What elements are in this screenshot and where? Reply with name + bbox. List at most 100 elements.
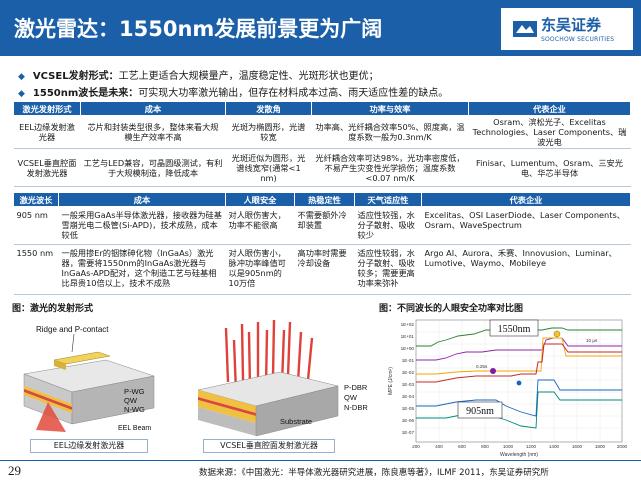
series-line [416,337,622,361]
column-header: 激光波长 [13,192,59,207]
table-row: 1550 nm 一般用掺Er的铟镓砷化物（InGaAs）激光器，需要将1550n… [13,244,631,295]
y-tick-label: 1E-02 [402,370,415,375]
vcsel-label-qw: QW [344,393,358,402]
table-cell: 光纤耦合效率可达98%，光功率密度低，不易产生灾变性光学损伤；温度系数<0.07… [311,148,469,187]
column-header: 成本 [58,192,226,207]
marker-905 [490,368,496,374]
eel-label-ridge: Ridge and P-contact [36,325,109,334]
column-header: 成本 [80,101,226,116]
figure-title-mpe: 图：不同波长的人眼安全功率对比图 [379,304,524,314]
diamond-bullet-icon: ◆ [18,72,25,82]
company-logo: 东吴证券 SOOCHOW SECURITIES [501,8,633,50]
table-cell: Finisar、Lumentum、Osram、三安光电、华芯半导体 [468,148,631,187]
x-tick-label: 400 [435,444,443,449]
table-cell: 905 nm [13,206,59,245]
y-axis-label: MPE (J/cm²) [388,367,394,395]
y-tick-label: 1E-01 [402,358,415,363]
x-tick-label: 1800 [595,444,606,449]
column-header: 代表企业 [468,101,631,116]
series-label: 10 μs [586,338,598,343]
bullet-label: 1550nm波长是未来： [32,88,139,99]
table-row: 905 nm 一般采用GaAs半导体激光器，接收器为硅基雪崩光电二极管(Si-A… [13,206,631,245]
table-cell: 1550 nm [13,244,59,295]
column-header: 天气适应性 [354,192,422,207]
bullet-1550: ◆ 1550nm波长是未来：可实现大功率激光输出，但存在材料成本过高、雨天适应性差… [18,84,448,99]
diamond-bullet-icon: ◆ [18,89,25,99]
vcsel-caption: VCSEL垂直腔面发射激光器 [203,439,335,453]
column-header: 激光发射形式 [13,101,81,116]
bullet-text: 工艺上更适合大规模量产，温度稳定性、光斑形状也更优； [118,71,379,82]
x-tick-label: 2000 [617,444,628,449]
eel-diagram: Ridge and P-contact P-WG QW N-WG EEL Bea… [23,325,155,432]
series-label: 0.25s [476,364,488,369]
vcsel-diagram: Substrate P-DBR QW N-DBR [197,320,368,437]
mpe-chart: 1E+02 1E+01 1E+00 1E-01 1E-02 1E-03 1E-0… [388,319,628,458]
table-cell: 对人眼伤害大，功率不能很高 [225,206,295,245]
table-cell: 功率高、光纤耦合效率50%、照度高，温度系数一般为0.3nm/K [311,115,469,149]
table-row: VCSEL垂直腔面发射激光器 工艺与LED兼容，可晶圆级测试，有利于大规模制造，… [13,148,631,187]
table-cell: 一般采用GaAs半导体激光器，接收器为硅基雪崩光电二极管(Si-APD)，技术成… [58,206,226,245]
table-header-row: 激光发射形式 成本 发散角 功率与效率 代表企业 [13,101,631,116]
x-tick-label: 800 [481,444,489,449]
logo-text-cn: 东吴证券 [541,16,602,34]
x-tick-label: 600 [458,444,466,449]
table-cell: 对人眼伤害小，脉冲功率峰值可以是905nm的10万倍 [225,244,295,295]
eel-label-qw: QW [124,396,138,405]
table-row: EEL边缘发射激光器 芯片和封装类型很多，整体来看大规模生产效率不高 光斑为椭圆… [13,115,631,149]
table-cell: 高功率时需要冷却设备 [294,244,355,295]
figure-title-emission: 图：激光的发射形式 [12,304,94,314]
table-cell: 适应性较强，水分子散射、吸收较少 [354,206,422,245]
y-tick-label: 1E-04 [402,394,415,399]
x-tick-label: 200 [412,444,420,449]
column-header: 热稳定性 [294,192,355,207]
x-tick-label: 1000 [503,444,514,449]
table-cell: 适应性较弱，水分子散射、吸收较多；需要更高功率来弥补 [354,244,422,295]
x-tick-label: 1600 [572,444,583,449]
table-cell: 工艺与LED兼容，可晶圆级测试，有利于大规模制造，降低成本 [80,148,226,187]
wavelength-table: 激光波长 成本 人眼安全 热稳定性 天气适应性 代表企业 905 nm 一般采用… [13,192,631,295]
marker-905-blue [516,380,522,386]
x-axis-label: Wavelength (nm) [500,452,538,458]
x-tick-label: 1200 [526,444,537,449]
table-cell: 一般用掺Er的铟镓砷化物（InGaAs）激光器，需要将1550nm的InGaAs… [58,244,226,295]
table-cell: 芯片和封装类型很多，整体来看大规模生产效率不高 [80,115,226,149]
page-title: 激光雷达：1550nm发展前景更为广阔 [14,17,383,41]
series-line [416,337,622,375]
table-cell: Argo AI、Aurora、禾赛、Innovusion、Luminar、Lum… [421,244,631,295]
footer-divider [0,460,641,461]
table-cell: Osram、滨松光子、Excelitas Technologies、Laser … [468,115,631,149]
x-tick-label: 1400 [549,444,560,449]
y-tick-label: 1E-06 [402,418,415,423]
callout-1550: 1550nm [498,324,531,335]
table-cell: EEL边缘发射激光器 [13,115,81,149]
series-line [416,343,622,383]
bullet-text: 可实现大功率激光输出，但存在材料成本过高、雨天适应性差的缺点。 [138,88,449,99]
y-tick-label: 1E+02 [401,322,415,327]
series-line [416,379,622,417]
eel-label-beam: EEL Beam [118,425,151,432]
bullet-vcsel: ◆ VCSEL发射形式：工艺上更适合大规模量产，温度稳定性、光斑形状也更优； [18,67,379,82]
source-note: 数据来源：《中国激光：半导体激光器研究进展，陈良惠等著》，ILMF 2011，东… [199,468,549,478]
eel-caption: EEL边缘发射激光器 [30,439,148,453]
eel-label-nwg: N-WG [124,405,145,414]
marker-1550 [553,330,561,338]
table-cell: Excelitas、OSI LaserDiode、Laser Component… [421,206,631,245]
y-tick-label: 1E-07 [402,430,415,435]
logo-icon [513,21,537,37]
column-header: 发散角 [225,101,312,116]
column-header: 代表企业 [421,192,631,207]
y-tick-label: 1E+00 [401,346,415,351]
column-header: 人眼安全 [225,192,295,207]
table-cell: VCSEL垂直腔面发射激光器 [13,148,81,187]
table-cell: 光斑为椭圆形，光谱较宽 [225,115,312,149]
table-header-row: 激光波长 成本 人眼安全 热稳定性 天气适应性 代表企业 [13,192,631,207]
vcsel-label-ndbr: N-DBR [344,403,368,412]
column-header: 功率与效率 [311,101,469,116]
y-tick-label: 1E-03 [402,382,415,387]
table-cell: 光斑近似为圆形，光谱线宽窄(通常<1 nm) [225,148,312,187]
bullet-label: VCSEL发射形式： [32,71,119,82]
table-cell: 不需要额外冷却装置 [294,206,355,245]
logo-text-en: SOOCHOW SECURITIES [541,36,615,43]
emission-type-table: 激光发射形式 成本 发散角 功率与效率 代表企业 EEL边缘发射激光器 芯片和封… [13,101,631,187]
vcsel-label-substrate: Substrate [280,417,312,426]
